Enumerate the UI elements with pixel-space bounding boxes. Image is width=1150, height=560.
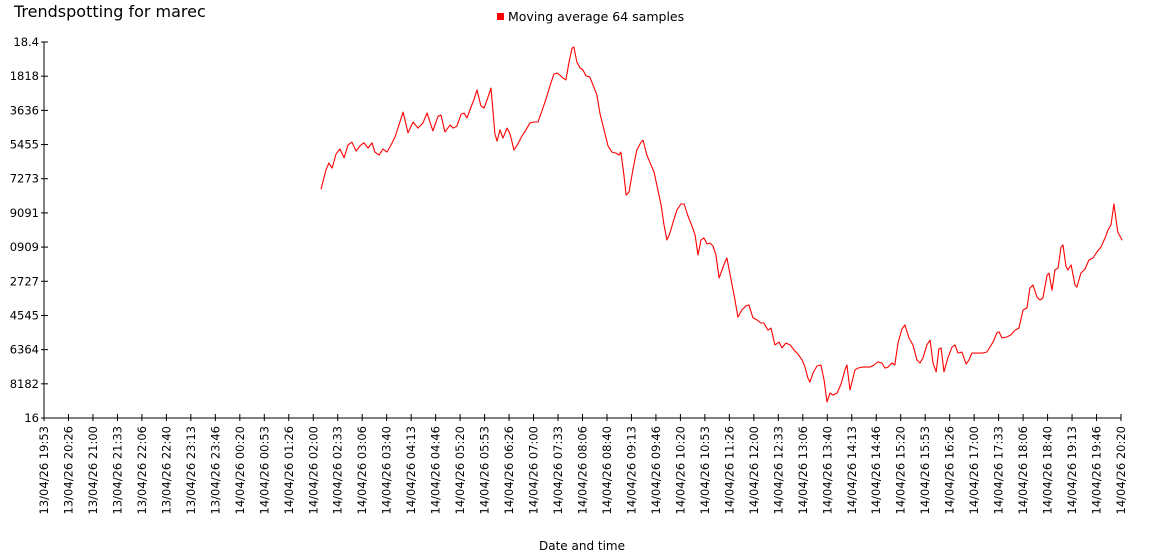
x-tick-label: 13/04/26 20:26 bbox=[61, 426, 75, 514]
x-tick-label: 13/04/26 21:00 bbox=[86, 426, 100, 514]
x-tick-label: 14/04/26 02:33 bbox=[331, 426, 345, 514]
y-tick-label: 6364 bbox=[10, 343, 39, 357]
x-tick-label: 14/04/26 10:20 bbox=[673, 426, 687, 514]
x-tick-label: 14/04/26 10:53 bbox=[698, 426, 712, 514]
x-tick-label: 13/04/26 19:53 bbox=[37, 426, 51, 514]
y-tick-label: 9091 bbox=[10, 206, 39, 220]
chart-title: Trendspotting for marec bbox=[14, 2, 206, 21]
x-axis-title: Date and time bbox=[539, 539, 625, 553]
x-tick-label: 14/04/26 05:20 bbox=[453, 426, 467, 514]
legend-marker-icon bbox=[497, 13, 504, 20]
x-tick-label: 14/04/26 09:46 bbox=[649, 426, 663, 514]
x-tick-label: 13/04/26 23:13 bbox=[184, 426, 198, 514]
x-tick-label: 14/04/26 19:13 bbox=[1065, 426, 1079, 514]
x-tick-label: 14/04/26 20:20 bbox=[1114, 426, 1128, 514]
y-tick-label: 2727 bbox=[10, 274, 39, 288]
x-tick-label: 14/04/26 08:06 bbox=[576, 426, 590, 514]
x-tick-label: 14/04/26 09:13 bbox=[624, 426, 638, 514]
x-tick-label: 14/04/26 14:46 bbox=[869, 426, 883, 514]
legend-label: Moving average 64 samples bbox=[508, 9, 685, 24]
y-tick-label: 18.4 bbox=[13, 35, 39, 49]
x-tick-label: 14/04/26 15:20 bbox=[894, 426, 908, 514]
y-tick-label: 0909 bbox=[10, 240, 39, 254]
x-tick-label: 14/04/26 16:26 bbox=[943, 426, 957, 514]
y-tick-label: 3636 bbox=[10, 103, 39, 117]
x-tick-label: 14/04/26 01:26 bbox=[282, 426, 296, 514]
y-tick-label: 8182 bbox=[10, 377, 39, 391]
x-tick-label: 14/04/26 12:33 bbox=[771, 426, 785, 514]
x-tick-label: 14/04/26 19:46 bbox=[1090, 426, 1104, 514]
x-tick-label: 14/04/26 07:33 bbox=[551, 426, 565, 514]
x-tick-label: 14/04/26 03:06 bbox=[355, 426, 369, 514]
axis-lines bbox=[43, 42, 1121, 419]
x-tick-label: 14/04/26 17:00 bbox=[967, 426, 981, 514]
x-tick-label: 13/04/26 22:40 bbox=[159, 426, 173, 514]
y-tick-label: 5455 bbox=[10, 138, 39, 152]
x-tick-label: 14/04/26 07:00 bbox=[527, 426, 541, 514]
x-tick-label: 14/04/26 05:53 bbox=[478, 426, 492, 514]
x-tick-label: 13/04/26 22:06 bbox=[135, 426, 149, 514]
x-tick-label: 14/04/26 12:00 bbox=[747, 426, 761, 514]
moving-average-line bbox=[320, 46, 1123, 403]
legend: Moving average 64 samples bbox=[497, 9, 684, 24]
x-tick-label: 14/04/26 13:40 bbox=[820, 426, 834, 514]
x-tick-label: 14/04/26 11:26 bbox=[722, 426, 736, 514]
y-tick-label: 7273 bbox=[10, 172, 39, 186]
x-axis-ticks: 13/04/26 19:53 13/04/26 20:26 13/04/26 21:… bbox=[37, 414, 1128, 514]
x-tick-label: 14/04/26 00:20 bbox=[233, 426, 247, 514]
x-tick-label: 14/04/26 13:06 bbox=[796, 426, 810, 514]
x-tick-label: 14/04/26 18:06 bbox=[1016, 426, 1030, 514]
y-tick-label: 1818 bbox=[10, 69, 39, 83]
x-tick-label: 14/04/26 14:13 bbox=[845, 426, 859, 514]
x-tick-label: 14/04/26 06:26 bbox=[502, 426, 516, 514]
y-tick-label: 4545 bbox=[10, 308, 39, 322]
x-tick-label: 14/04/26 18:40 bbox=[1041, 426, 1055, 514]
x-tick-label: 14/04/26 17:33 bbox=[992, 426, 1006, 514]
x-tick-label: 14/04/26 04:46 bbox=[429, 426, 443, 514]
x-tick-label: 14/04/26 04:13 bbox=[404, 426, 418, 514]
x-tick-label: 14/04/26 15:53 bbox=[918, 426, 932, 514]
x-tick-label: 13/04/26 21:33 bbox=[110, 426, 124, 514]
x-tick-label: 14/04/26 02:00 bbox=[306, 426, 320, 514]
y-axis-ticks: 18.4 1818 3636 5455 7273 9091 0909 2727 4545 6364… bbox=[10, 35, 48, 425]
x-tick-label: 14/04/26 08:40 bbox=[600, 426, 614, 514]
x-tick-label: 14/04/26 00:53 bbox=[257, 426, 271, 514]
y-tick-label: 16 bbox=[24, 411, 39, 425]
x-tick-label: 14/04/26 03:40 bbox=[380, 426, 394, 514]
x-tick-label: 13/04/26 23:46 bbox=[208, 426, 222, 514]
axes bbox=[43, 42, 1121, 419]
